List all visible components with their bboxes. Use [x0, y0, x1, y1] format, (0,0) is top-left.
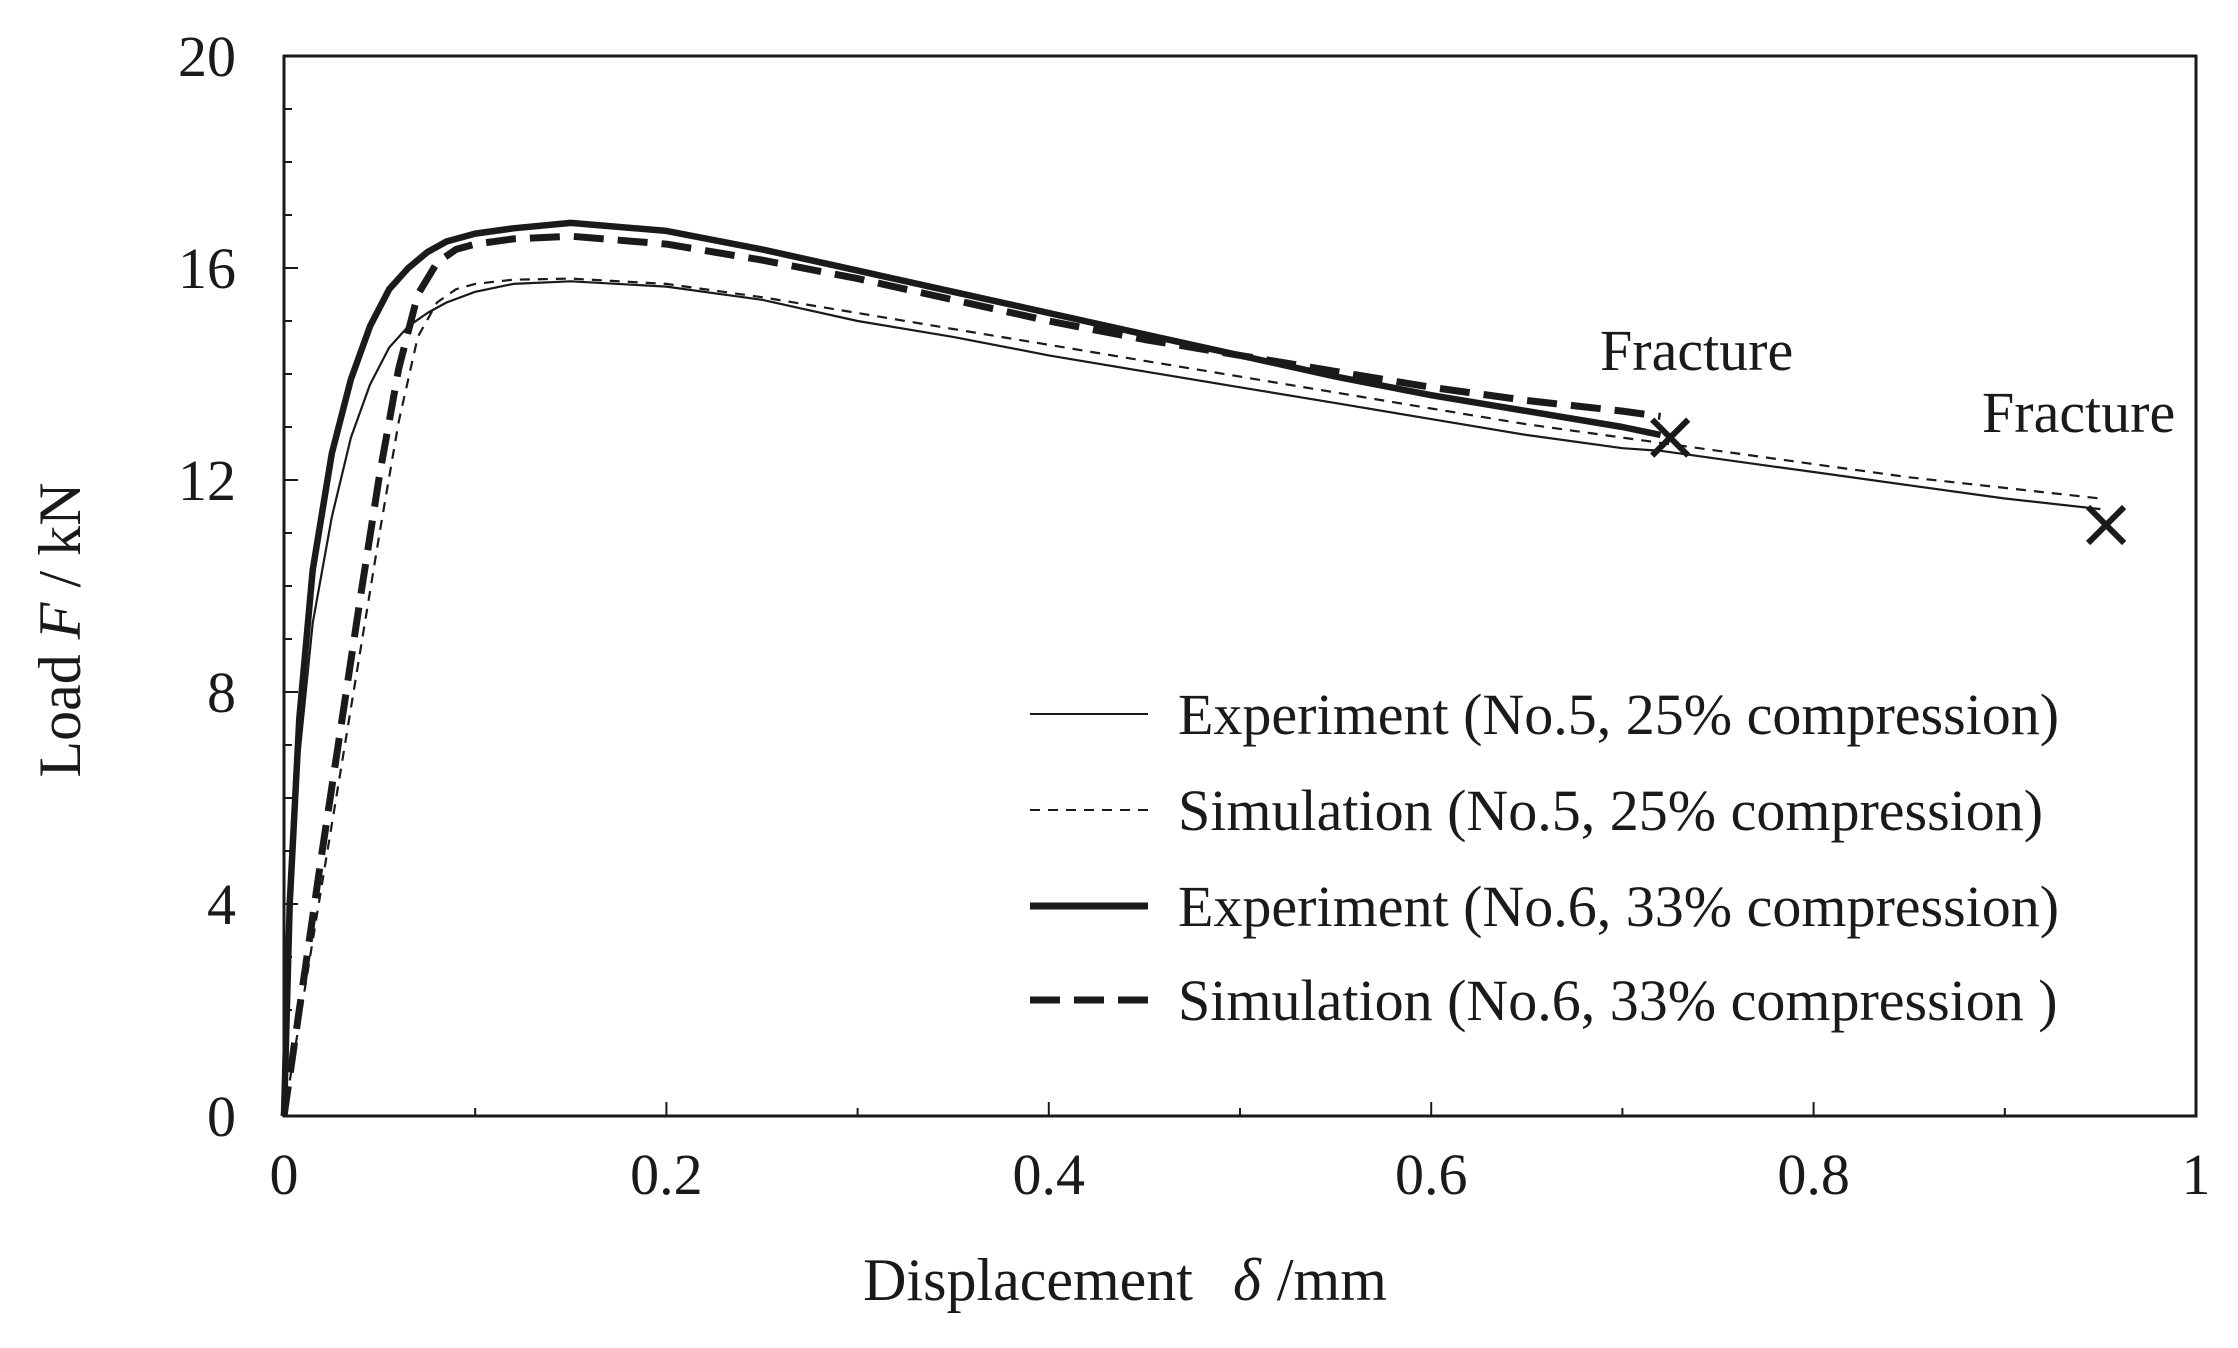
y-tick-label: 16 [178, 236, 236, 301]
y-tick-label: 12 [178, 448, 236, 513]
y-axis-title: Load F / kN [27, 483, 93, 778]
fracture-x-stroke [2086, 504, 2127, 546]
legend-label-simulation-no5: Simulation (No.5, 25% compression) [1178, 778, 2043, 843]
y-tick-label: 8 [207, 660, 236, 725]
legend-label-experiment-no5: Experiment (No.5, 25% compression) [1178, 682, 2059, 747]
legend-label-simulation-no6: Simulation (No.6, 33% compression ) [1178, 968, 2058, 1033]
y-axis-title-symbol: F [27, 601, 93, 640]
fracture-x-stroke [1650, 417, 1691, 458]
x-tick-label: 0.6 [1395, 1142, 1468, 1207]
x-axis-title-unit: /mm [1277, 1247, 1387, 1313]
y-tick-label: 4 [207, 872, 236, 937]
legend-label-experiment-no6: Experiment (No.6, 33% compression) [1178, 874, 2059, 939]
x-axis-title-prefix: Displacement [863, 1247, 1193, 1313]
x-tick-label: 0.2 [630, 1142, 703, 1207]
x-tick-label: 0 [270, 1142, 299, 1207]
x-tick-label: 0.4 [1013, 1142, 1086, 1207]
y-axis-title-prefix: Load [27, 654, 93, 777]
fracture-label-no5: Fracture [1982, 380, 2175, 445]
y-tick-label: 0 [207, 1084, 236, 1149]
series-line-0 [282, 280, 2101, 1117]
series-line-1 [282, 277, 2101, 1117]
x-tick-label: 0.8 [1777, 1142, 1850, 1207]
legend: Experiment (No.5, 25% compression) Simul… [1030, 682, 2059, 1033]
plot-lines [280, 219, 2101, 1117]
series-line-3 [280, 232, 1662, 1117]
x-axis-title-symbol: δ [1233, 1247, 1262, 1313]
y-tick-label: 20 [178, 24, 236, 89]
fracture-x-marker-1 [2086, 504, 2127, 546]
fracture-label-no6: Fracture [1600, 318, 1793, 383]
fracture-x-marker-0 [1650, 417, 1691, 458]
y-axis-title-unit: / kN [27, 483, 93, 588]
axis-ticks: 0 0.2 0.4 0.6 0.8 1 0 4 8 12 16 20 [178, 24, 2211, 1207]
x-axis-title: Displacement δ/mm [863, 1247, 1387, 1313]
x-tick-label: 1 [2182, 1142, 2211, 1207]
series-line-2 [280, 219, 1662, 1117]
fracture-markers [1650, 417, 2127, 546]
